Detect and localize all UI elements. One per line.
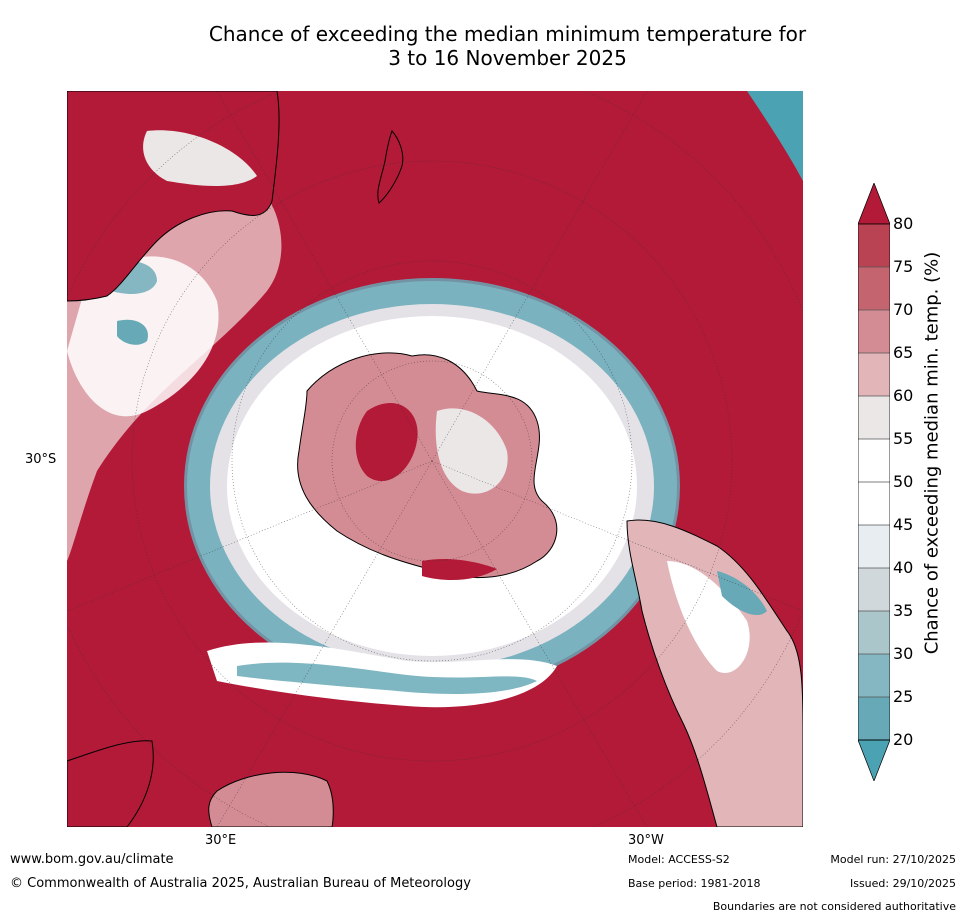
- australia: [67, 91, 280, 302]
- colorbar-band-35-40: [858, 568, 890, 611]
- colorbar-band-55-60: [858, 396, 890, 439]
- colorbar-tick: 30: [893, 644, 914, 663]
- southern-africa: [67, 740, 154, 827]
- colorbar-band-40-45: [858, 525, 890, 568]
- footer-url[interactable]: www.bom.gov.au/climate: [10, 852, 174, 867]
- longitude-label-west: 30°W: [628, 833, 664, 848]
- colorbar-band-25-30: [858, 654, 890, 697]
- footer-disclaimer: Boundaries are not considered authoritat…: [712, 900, 956, 913]
- colorbar-bottom-arrow: [858, 739, 890, 781]
- madagascar-region: [208, 771, 334, 827]
- colorbar-dividers: [858, 266, 890, 698]
- colorbar-outline: [858, 223, 890, 741]
- graticule: [67, 91, 803, 827]
- probability-map: [67, 91, 803, 827]
- south-america: [626, 519, 803, 827]
- colorbar-band-50-55: [858, 439, 890, 482]
- footer-copyright: © Commonwealth of Australia 2025, Austra…: [10, 876, 471, 891]
- south-atlantic-cool-band: [237, 662, 537, 694]
- title-line-1: Chance of exceeding the median minimum t…: [208, 22, 807, 46]
- footer-model: Model: ACCESS-S2: [628, 853, 730, 866]
- colorbar: [858, 183, 890, 781]
- colorbar-tick: 45: [893, 515, 914, 534]
- colorbar-title: Chance of exceeding median min. temp. (%…: [921, 251, 943, 655]
- footer-base-period: Base period: 1981-2018: [628, 877, 761, 890]
- new-zealand: [377, 130, 404, 204]
- antarctica-coast-high: [422, 558, 497, 581]
- map-title: Chance of exceeding the median minimum t…: [140, 22, 875, 70]
- colorbar-tick: 70: [893, 300, 914, 319]
- colorbar-tick: 50: [893, 472, 914, 491]
- footer-model-run: Model run: 27/10/2025: [830, 853, 956, 866]
- australia-neutral-patch: [143, 130, 257, 186]
- footer-issued: Issued: 29/10/2025: [849, 877, 956, 890]
- colorbar-band-65-70: [858, 310, 890, 353]
- top-right-cool-corner: [747, 91, 803, 181]
- colorbar-tick: 35: [893, 601, 914, 620]
- africa-cool-patch-2: [117, 319, 148, 345]
- colorbar-tick: 20: [893, 730, 914, 749]
- colorbar-band-30-35: [858, 611, 890, 654]
- colorbar-band-70-75: [858, 267, 890, 310]
- colorbar-tick: 65: [893, 343, 914, 362]
- south-america-cool-patch: [717, 571, 767, 616]
- antarctica-high-patch: [355, 402, 418, 482]
- latitude-label: 30°S: [25, 452, 57, 467]
- antarctica: [297, 352, 558, 578]
- colorbar-band-60-65: [858, 353, 890, 396]
- antarctica-neutral-patch: [435, 408, 508, 494]
- colorbar-tick: 40: [893, 558, 914, 577]
- south-america-neutral: [667, 561, 750, 673]
- colorbar-band-75-80: [858, 224, 890, 267]
- colorbar-top-arrow: [858, 183, 890, 225]
- title-line-2: 3 to 16 November 2025: [388, 46, 627, 70]
- colorbar-tick: 25: [893, 687, 914, 706]
- colorbar-tick: 75: [893, 257, 914, 276]
- colorbar-band-45-50: [858, 482, 890, 525]
- map-canvas: [67, 91, 803, 827]
- colorbar-band-20-25: [858, 697, 890, 740]
- colorbar-tick: 60: [893, 386, 914, 405]
- colorbar-tick: 80: [893, 214, 914, 233]
- colorbar-tick: 55: [893, 429, 914, 448]
- longitude-label-east: 30°E: [205, 833, 237, 848]
